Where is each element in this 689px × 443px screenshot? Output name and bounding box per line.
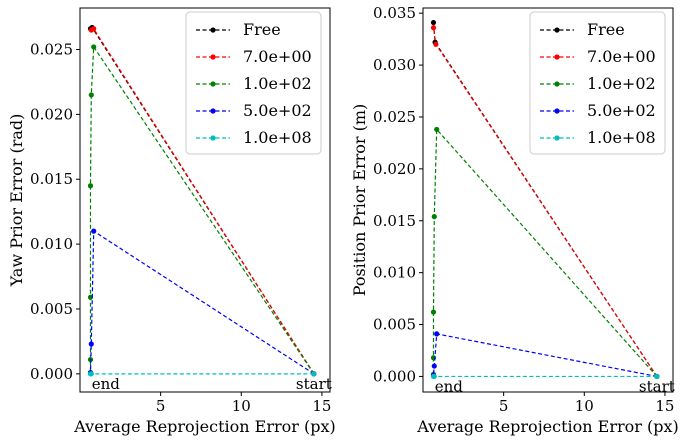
x-tick-label: 15 bbox=[312, 397, 331, 415]
legend-label: 7.0e+00 bbox=[243, 47, 312, 66]
annotation-end: end bbox=[435, 377, 464, 395]
data-point bbox=[431, 363, 437, 369]
legend-marker bbox=[210, 54, 216, 60]
chart-2: 0.000 0.005 0.010 0.015 0.020 0.025 0.030 0.035… bbox=[350, 4, 679, 436]
legend-entry: 1.0e+08 bbox=[540, 128, 656, 147]
x-tick-label: 5 bbox=[156, 397, 166, 415]
legend-entry: 7.0e+00 bbox=[196, 47, 312, 66]
data-point bbox=[434, 331, 440, 337]
y-tick-label: 0.000 bbox=[30, 365, 73, 383]
legend-label: 1.0e+08 bbox=[587, 128, 656, 147]
series-line bbox=[89, 230, 315, 375]
y-tick-label: 0.005 bbox=[30, 300, 73, 318]
legend-label: Free bbox=[587, 20, 625, 39]
annotation-end: end bbox=[92, 375, 121, 393]
data-point bbox=[433, 41, 439, 47]
y-tick-label: 0.015 bbox=[30, 170, 73, 188]
data-point bbox=[430, 373, 437, 380]
y-axis-label: Yaw Prior Error (rad) bbox=[7, 114, 26, 288]
data-point bbox=[430, 25, 437, 31]
y-tick-label: 0.000 bbox=[373, 367, 416, 385]
legend-marker bbox=[210, 108, 216, 114]
legend: Free 7.0e+00 1.0e+02 5.0e+02 1.0e+08 bbox=[529, 11, 666, 155]
legend-marker bbox=[554, 27, 560, 33]
legend-entry: 1.0e+02 bbox=[540, 74, 656, 93]
legend-label: 1.0e+02 bbox=[587, 74, 656, 93]
y-tick-label: 0.010 bbox=[373, 264, 416, 282]
data-point bbox=[311, 371, 317, 377]
y-tick-label: 0.005 bbox=[373, 316, 416, 334]
x-tick-label: 5 bbox=[499, 397, 509, 415]
legend-box bbox=[529, 11, 666, 155]
x-tick-label: 15 bbox=[655, 397, 674, 415]
plot-frame bbox=[79, 7, 331, 393]
data-point bbox=[91, 44, 97, 50]
series-line bbox=[432, 333, 657, 378]
legend-label: Free bbox=[243, 20, 281, 39]
y-tick-label: 0.020 bbox=[373, 160, 416, 178]
y-tick-label: 0.010 bbox=[30, 235, 73, 253]
x-axis-label: Average Reprojection Error (px) bbox=[416, 417, 679, 436]
y-axis-label: Position Prior Error (m) bbox=[350, 104, 369, 297]
y-tick-label: 0.035 bbox=[373, 4, 416, 22]
plot-frame bbox=[422, 7, 674, 393]
data-point bbox=[88, 27, 94, 33]
legend-entry: 5.0e+02 bbox=[196, 101, 312, 120]
y-tick-label: 0.030 bbox=[373, 56, 416, 74]
legend-label: 7.0e+00 bbox=[587, 47, 656, 66]
legend-label: 1.0e+02 bbox=[243, 74, 312, 93]
x-axis-label: Average Reprojection Error (px) bbox=[73, 417, 336, 436]
data-point bbox=[88, 92, 94, 98]
legend-entry: 7.0e+00 bbox=[540, 47, 656, 66]
legend-entry: Free bbox=[196, 20, 281, 39]
annotation-start: start bbox=[639, 377, 675, 395]
legend-marker bbox=[554, 54, 560, 60]
y-tick-label: 0.025 bbox=[373, 108, 416, 126]
data-point bbox=[91, 228, 97, 234]
y-tick-label: 0.015 bbox=[373, 212, 416, 230]
data-point bbox=[430, 309, 437, 315]
legend-box bbox=[185, 11, 322, 155]
series-3 bbox=[430, 126, 660, 380]
data-point bbox=[654, 373, 660, 380]
legend-label: 5.0e+02 bbox=[587, 101, 656, 120]
legend-marker bbox=[554, 135, 560, 141]
legend-marker bbox=[210, 81, 216, 87]
y-tick-label: 0.025 bbox=[30, 41, 73, 59]
series-4 bbox=[430, 331, 660, 380]
data-point bbox=[430, 19, 437, 26]
legend-entry: 1.0e+08 bbox=[196, 128, 312, 147]
x-tick-label: 10 bbox=[232, 397, 251, 415]
legend-entry: 1.0e+02 bbox=[196, 74, 312, 93]
legend-marker bbox=[554, 81, 560, 87]
chart-1: 0.000 0.005 0.010 0.015 0.020 0.025 5 10 15 Avera… bbox=[7, 7, 336, 436]
legend-entry: Free bbox=[540, 20, 625, 39]
series-4 bbox=[87, 228, 317, 377]
data-point bbox=[87, 183, 94, 189]
series-5 bbox=[87, 371, 317, 377]
legend-entry: 5.0e+02 bbox=[540, 101, 656, 120]
data-point bbox=[434, 126, 440, 133]
y-tick-label: 0.020 bbox=[30, 105, 73, 123]
legend-label: 1.0e+08 bbox=[243, 128, 312, 147]
data-point bbox=[431, 214, 437, 220]
legend-marker bbox=[210, 135, 216, 141]
legend-marker bbox=[554, 108, 560, 114]
legend-marker bbox=[210, 27, 216, 33]
legend: Free 7.0e+00 1.0e+02 5.0e+02 1.0e+08 bbox=[185, 11, 322, 155]
annotation-start: start bbox=[296, 375, 332, 393]
data-point bbox=[87, 371, 94, 377]
series-5 bbox=[430, 373, 660, 380]
series-line bbox=[432, 127, 658, 377]
legend-label: 5.0e+02 bbox=[243, 101, 312, 120]
data-point bbox=[88, 341, 94, 347]
x-tick-label: 10 bbox=[575, 397, 594, 415]
